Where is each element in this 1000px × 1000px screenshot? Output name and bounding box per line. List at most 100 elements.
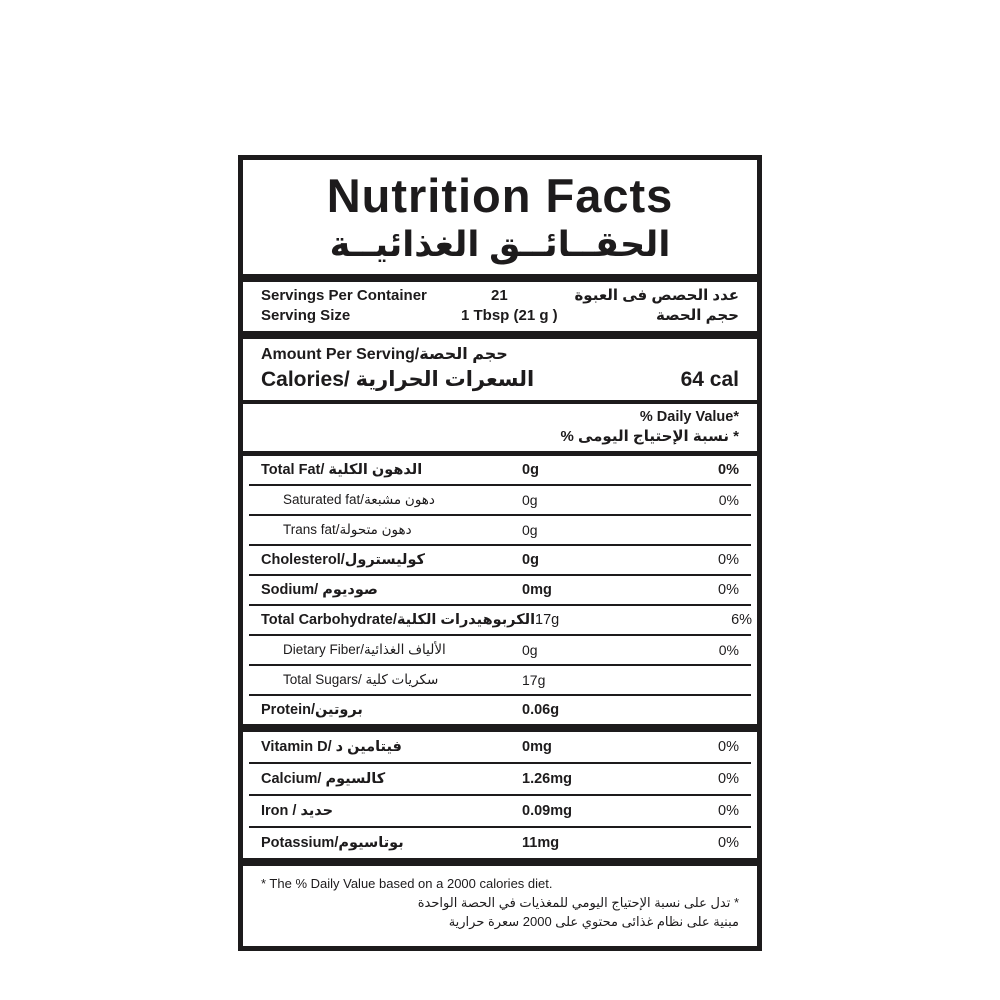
- nutrient-amount: 0mg: [522, 739, 552, 755]
- nutrient-daily-value: 0%: [718, 835, 739, 851]
- nutrient-daily-value: 0%: [718, 582, 739, 598]
- serving-size-row: Serving Size 1 Tbsp (21 g ) حجم الحصة: [261, 306, 739, 326]
- nutrient-name-arabic: الدهون الكلية: [328, 462, 423, 478]
- nutrient-name-arabic: حديد: [300, 803, 334, 819]
- calories-label-english: Calories/: [261, 368, 350, 391]
- servings-section: Servings Per Container 21 عدد الحصص فى ا…: [249, 282, 751, 331]
- amount-per-serving-arabic: حجم الحصة: [419, 346, 508, 363]
- nutrient-name-arabic: دهون مشبعة: [364, 492, 435, 507]
- nutrient-daily-value: 0%: [718, 771, 739, 787]
- nutrient-name: Dietary Fiber/الألياف الغذائية: [261, 642, 522, 658]
- micronutrient-table: Vitamin D/ فيتامين د 0mg 0% Calcium/ كالسيو…: [249, 732, 751, 858]
- nutrient-daily-value: 0%: [718, 642, 739, 658]
- nutrient-name-english: Vitamin D/: [261, 739, 336, 755]
- servings-per-container-row: Servings Per Container 21 عدد الحصص فى ا…: [261, 286, 739, 306]
- footnote-arabic-line1: * تدل على نسبة الإحتياج اليومي للمغذيات …: [417, 895, 739, 910]
- serving-size-arabic: حجم الحصة: [655, 307, 739, 324]
- amount-per-serving-line: Amount Per Serving/حجم الحصة: [261, 344, 739, 366]
- daily-value-header: % Daily Value* * نسبة الإحتياج اليومى %: [249, 404, 751, 451]
- nutrient-name-arabic: بوتاسيوم: [338, 835, 404, 851]
- servings-per-container-label: Servings Per Container: [261, 287, 427, 304]
- serving-size-value: 1 Tbsp (21 g ): [461, 307, 558, 324]
- nutrient-name-english: Dietary Fiber/: [283, 642, 365, 657]
- calories-line: Calories/ السعرات الحرارية 64 cal: [261, 366, 739, 394]
- nutrient-amount: 0.09mg: [522, 803, 572, 819]
- nutrient-name: Trans fat/دهون متحولة: [261, 522, 522, 538]
- nutrient-amount: 1.26mg: [522, 771, 572, 787]
- nutrient-row: Vitamin D/ فيتامين د 0mg 0%: [249, 732, 751, 764]
- nutrient-name-arabic: كوليسترول: [344, 552, 425, 568]
- nutrient-row: Total Carbohydrate/الكربوهيدرات الكلية 17…: [249, 606, 753, 636]
- footnote-section: * The % Daily Value based on a 2000 calo…: [249, 866, 751, 940]
- nutrient-name-arabic: سكريات كلية: [365, 672, 439, 687]
- nutrient-name-english: Calcium/: [261, 771, 326, 787]
- nutrient-amount: 0.06g: [522, 702, 560, 718]
- nutrition-facts-label: Nutrition Facts الحقــائــق الغذائيــة S…: [238, 155, 762, 951]
- nutrient-name-arabic: فيتامين د: [335, 739, 402, 755]
- footnote-arabic-line2: مبنية على نظام غذائى محتوي على 2000 سعرة…: [448, 914, 739, 929]
- nutrient-amount: 0mg: [522, 582, 552, 598]
- nutrient-row: Saturated fat/دهون مشبعة 0g 0%: [249, 486, 751, 516]
- nutrient-name-english: Total Carbohydrate/: [261, 612, 397, 628]
- section-divider: [243, 858, 757, 866]
- nutrient-table: Total Fat/ الدهون الكلية 0g 0% Saturated fa…: [249, 456, 753, 724]
- daily-value-english: % Daily Value*: [639, 409, 739, 425]
- nutrient-row: Dietary Fiber/الألياف الغذائية 0g 0%: [249, 636, 751, 666]
- nutrient-name: Total Fat/ الدهون الكلية: [261, 462, 522, 478]
- nutrient-amount: 0g: [522, 642, 538, 658]
- nutrient-daily-value: 0%: [718, 462, 739, 478]
- nutrient-name-arabic: كالسيوم: [325, 771, 386, 787]
- nutrient-row: Total Sugars/ سكريات كلية 17g: [249, 666, 751, 696]
- nutrient-row: Sodium/ صوديوم 0mg 0%: [249, 576, 751, 606]
- nutrient-row: Iron / حديد 0.09mg 0%: [249, 796, 751, 828]
- nutrient-amount: 17g: [535, 612, 560, 628]
- nutrient-name-english: Sodium/: [261, 582, 323, 598]
- nutrient-name-english: Saturated fat/: [283, 492, 365, 507]
- title-english: Nutrition Facts: [326, 169, 674, 222]
- nutrient-daily-value: 6%: [731, 612, 753, 628]
- nutrient-name: Potassium/بوتاسيوم: [261, 835, 522, 851]
- label-title: Nutrition Facts الحقــائــق الغذائيــة: [249, 166, 751, 274]
- nutrient-name-english: Total Sugars/: [283, 672, 366, 687]
- calories-label: Calories/ السعرات الحرارية: [261, 366, 534, 394]
- nutrient-amount: 0g: [522, 552, 539, 568]
- nutrient-name-english: Protein/: [261, 702, 315, 718]
- nutrient-name: Saturated fat/دهون مشبعة: [261, 492, 522, 508]
- nutrient-name: Cholesterol/كوليسترول: [261, 552, 522, 568]
- nutrient-name: Total Carbohydrate/الكربوهيدرات الكلية: [261, 612, 535, 628]
- calories-value: 64 cal: [680, 368, 739, 391]
- nutrient-row: Calcium/ كالسيوم 1.26mg 0%: [249, 764, 751, 796]
- nutrient-name: Calcium/ كالسيوم: [261, 771, 522, 787]
- nutrient-row: Total Fat/ الدهون الكلية 0g 0%: [249, 456, 751, 486]
- nutrient-amount: 0g: [522, 462, 539, 478]
- nutrient-daily-value: 0%: [718, 552, 739, 568]
- nutrient-name-arabic: الكربوهيدرات الكلية: [396, 612, 536, 628]
- footnote-english: * The % Daily Value based on a 2000 calo…: [261, 876, 553, 891]
- nutrient-name-english: Potassium/: [261, 835, 339, 851]
- nutrient-name-english: Cholesterol/: [261, 552, 345, 568]
- nutrient-amount: 0g: [522, 492, 538, 508]
- nutrient-daily-value: 0%: [718, 492, 739, 508]
- nutrient-name: Iron / حديد: [261, 803, 522, 819]
- nutrient-name-arabic: صوديوم: [322, 582, 378, 598]
- nutrient-row: Protein/بروتين 0.06g: [249, 696, 751, 724]
- nutrient-row: Cholesterol/كوليسترول 0g 0%: [249, 546, 751, 576]
- serving-size-label: Serving Size: [261, 307, 351, 324]
- nutrient-name-english: Iron /: [261, 803, 301, 819]
- nutrient-name: Sodium/ صوديوم: [261, 582, 522, 598]
- nutrient-daily-value: 0%: [718, 739, 739, 755]
- nutrient-name: Total Sugars/ سكريات كلية: [261, 672, 522, 688]
- nutrient-name-arabic: بروتين: [314, 702, 363, 718]
- nutrient-row: Potassium/بوتاسيوم 11mg 0%: [249, 828, 751, 858]
- section-divider: [243, 400, 757, 404]
- nutrient-name: Vitamin D/ فيتامين د: [261, 739, 522, 755]
- nutrient-name-english: Total Fat/: [261, 462, 329, 478]
- nutrient-name-arabic: دهون متحولة: [339, 522, 412, 537]
- nutrient-name-english: Trans fat/: [283, 522, 340, 537]
- section-divider: [243, 724, 757, 732]
- nutrient-name-arabic: الألياف الغذائية: [364, 642, 446, 657]
- servings-per-container-value: 21: [491, 287, 508, 304]
- daily-value-arabic: * نسبة الإحتياج اليومى %: [560, 428, 739, 445]
- nutrient-amount: 0g: [522, 522, 538, 538]
